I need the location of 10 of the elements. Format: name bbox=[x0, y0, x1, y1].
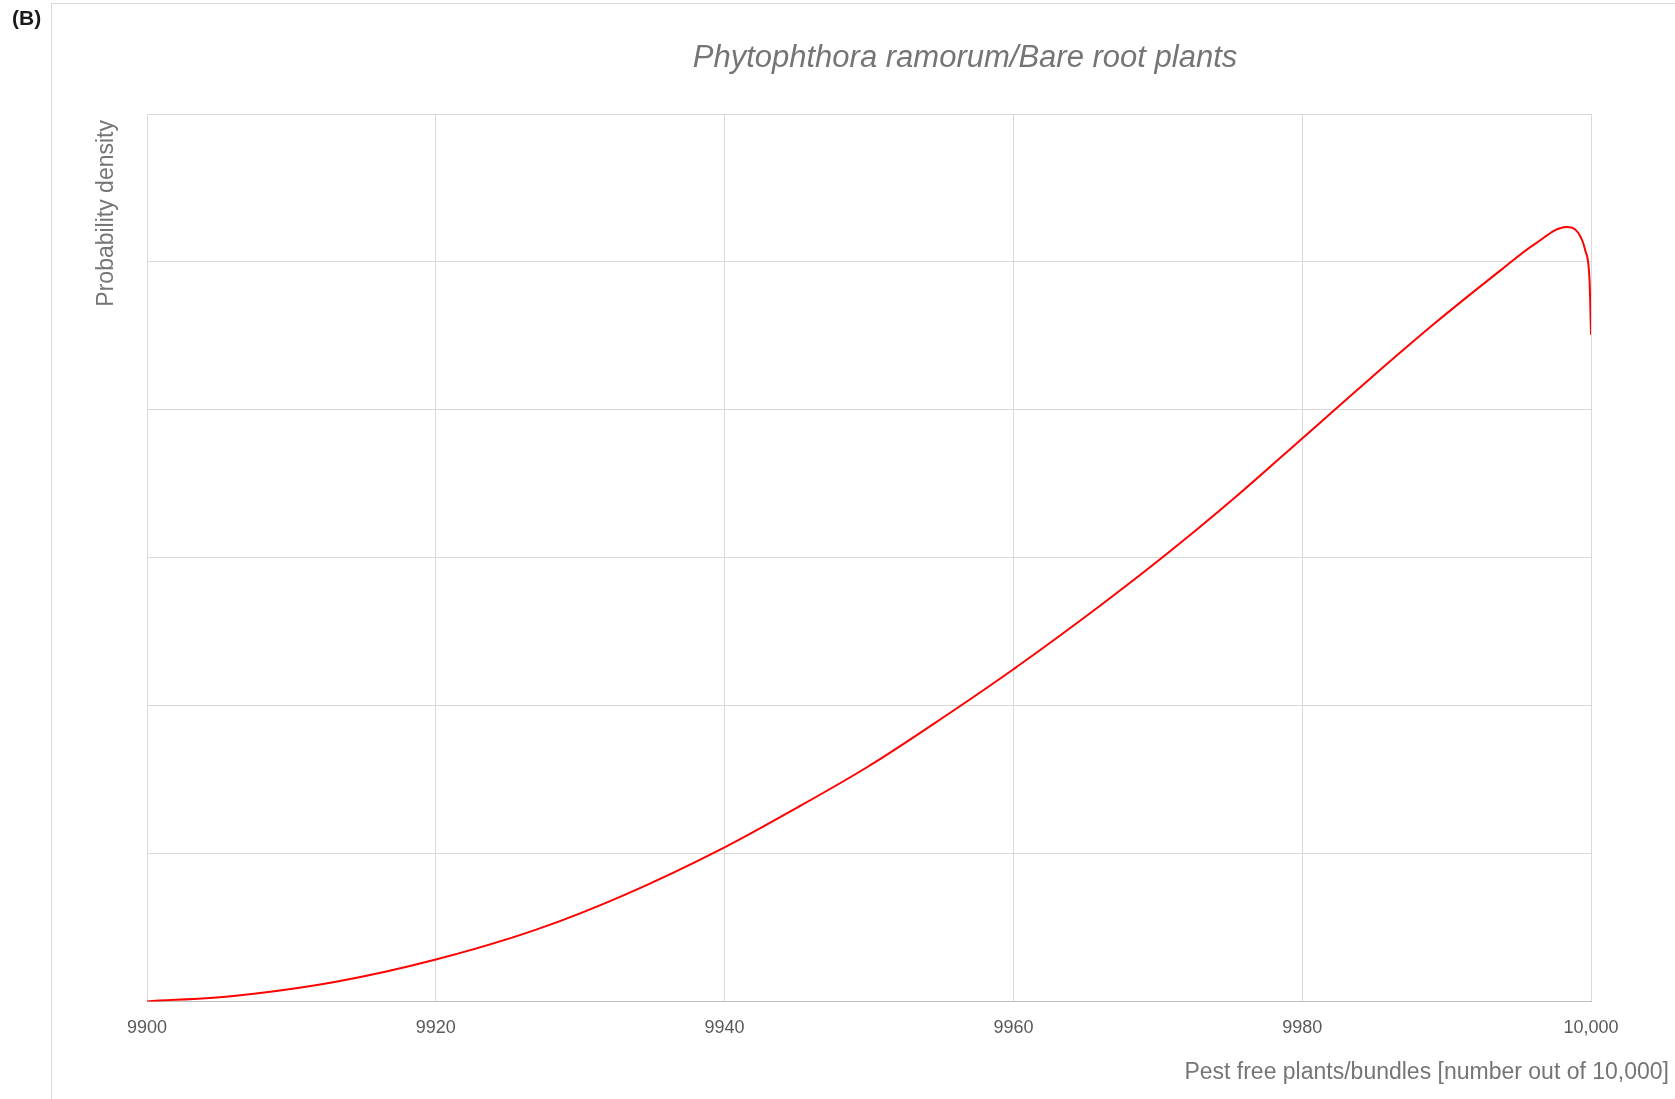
x-tick-label: 9940 bbox=[704, 1017, 745, 1038]
x-tick-label: 9960 bbox=[993, 1017, 1034, 1038]
text: (B) bbox=[12, 5, 42, 31]
x-axis-title: Pest free plants/bundles [number out of 10,000] bbox=[1184, 1057, 1669, 1085]
x-tick-label: 9920 bbox=[415, 1017, 456, 1038]
x-tick-label: 9980 bbox=[1282, 1017, 1323, 1038]
x-tick-label: 9900 bbox=[126, 1017, 168, 1038]
y-axis-title: Probability density bbox=[91, 120, 119, 307]
x-tick-label: 10,000 bbox=[1563, 1017, 1619, 1038]
chart-title: Phytophthora ramorum/Bare root plants bbox=[692, 38, 1238, 76]
